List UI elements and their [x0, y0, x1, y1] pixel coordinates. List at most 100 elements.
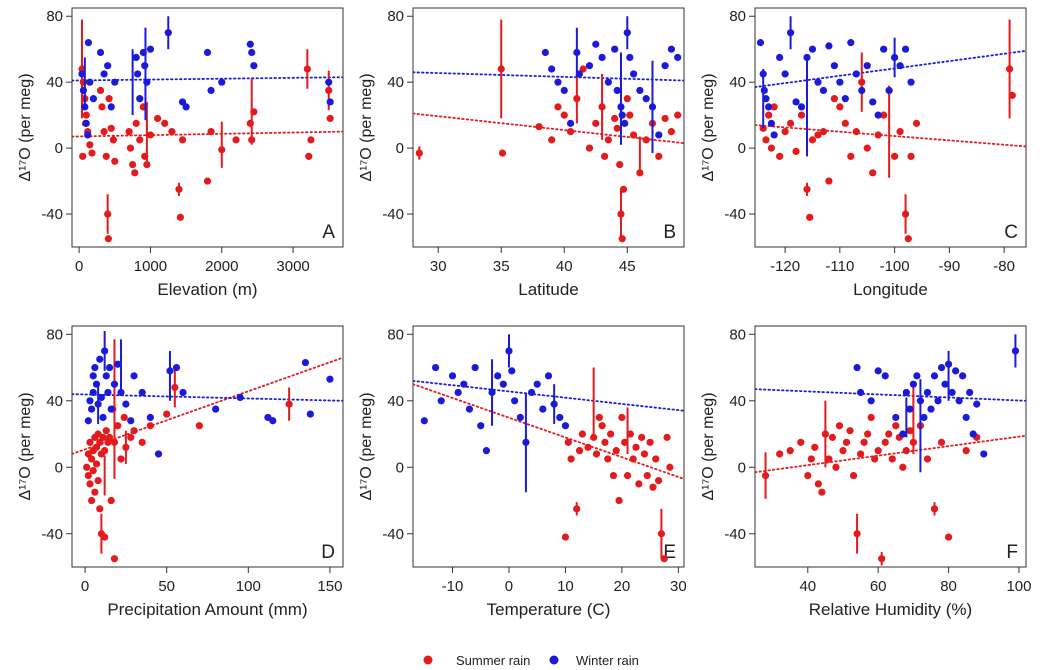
panel-letter: A [322, 222, 335, 243]
data-point-summer [792, 147, 800, 155]
data-point-winter [770, 131, 778, 139]
data-point-winter [117, 388, 125, 397]
data-point-winter [841, 95, 849, 103]
data-point-winter [460, 380, 468, 388]
data-point-summer [592, 450, 601, 458]
data-point-winter [448, 372, 457, 380]
data-point-winter [853, 363, 861, 372]
data-point-summer [821, 430, 829, 438]
data-point-winter [437, 397, 445, 405]
x-tick-label: 80 [940, 578, 957, 595]
data-point-summer [846, 427, 854, 435]
trendline-winter [413, 71, 684, 82]
data-point-winter [544, 372, 553, 380]
data-point-winter [141, 62, 149, 70]
data-point-summer [94, 476, 102, 485]
data-point-winter [146, 413, 154, 422]
data-point-summer [663, 433, 671, 441]
data-point-winter [154, 450, 163, 458]
data-point-winter [901, 45, 910, 53]
data-point-summer [82, 111, 90, 119]
data-point-winter [301, 358, 310, 367]
data-point-summer [146, 422, 154, 430]
data-point-summer [607, 430, 615, 438]
data-point-winter [874, 111, 882, 119]
data-point-summer [99, 433, 107, 441]
data-point-summer [98, 103, 106, 111]
x-tick-label: 20 [614, 578, 631, 595]
data-point-winter [781, 70, 789, 78]
data-point-summer [305, 152, 313, 160]
data-point-summer [129, 160, 137, 169]
data-point-winter [84, 131, 92, 139]
data-point-summer [616, 160, 624, 169]
data-point-winter [465, 405, 474, 413]
data-point-summer [130, 427, 138, 435]
data-point-winter [100, 70, 108, 78]
data-point-summer [146, 131, 155, 139]
data-point-winter [874, 367, 882, 375]
x-tick-label: 50 [158, 578, 175, 595]
data-point-summer [246, 119, 254, 127]
data-point-summer [595, 413, 603, 422]
data-point-winter [539, 405, 547, 413]
data-point-winter [762, 95, 770, 103]
data-point-winter [642, 95, 650, 103]
data-point-winter [598, 53, 606, 62]
data-point-summer [131, 169, 139, 177]
trendline-summer [72, 130, 343, 138]
data-point-summer [912, 119, 921, 127]
data-point-winter [172, 363, 181, 372]
data-point-summer [601, 438, 609, 446]
data-point-summer [561, 533, 570, 541]
x-tick-label: 30 [430, 258, 447, 275]
data-point-summer [79, 78, 88, 86]
data-point-winter [477, 422, 485, 430]
data-point-summer [871, 455, 879, 463]
data-point-summer [105, 95, 113, 103]
data-point-winter [803, 53, 811, 62]
data-point-summer [105, 433, 114, 441]
data-point-winter [592, 40, 600, 48]
data-point-winter [178, 98, 187, 106]
panel-b: 30 35 40 45 -40 0 40 80 Latitude Δ¹⁷O (per meg) B [358, 7, 685, 299]
data-point-summer [930, 505, 939, 513]
trendline-summer [755, 434, 1026, 474]
trendline-summer [72, 356, 343, 455]
data-point-summer [618, 235, 626, 243]
y-axis-label: Δ¹⁷O (per meg) [358, 392, 375, 500]
data-point-summer [122, 443, 130, 451]
data-point-winter [250, 62, 258, 70]
data-point-summer [643, 471, 651, 480]
data-point-winter [182, 103, 190, 111]
data-point-summer [881, 438, 889, 446]
data-point-winter [104, 62, 112, 70]
data-point-summer [102, 152, 110, 160]
data-point-summer [104, 235, 112, 243]
data-point-summer [175, 185, 183, 193]
data-point-summer [818, 488, 826, 496]
data-point-summer [584, 443, 592, 451]
plot-area [755, 16, 1026, 243]
data-point-summer [825, 455, 833, 463]
data-point-summer [638, 433, 646, 441]
x-tick-label: 45 [619, 258, 636, 275]
data-point-summer [109, 136, 117, 144]
data-point-winter [96, 48, 105, 57]
data-point-summer [325, 86, 333, 95]
data-point-summer [623, 95, 631, 103]
data-point-winter [814, 78, 822, 86]
data-point-winter [541, 48, 549, 57]
data-point-winter [92, 380, 101, 388]
data-point-summer [117, 455, 125, 463]
data-point-summer [86, 141, 94, 149]
data-point-winter [246, 40, 254, 48]
data-point-summer [125, 128, 133, 136]
data-point-summer [804, 471, 812, 480]
data-point-winter [533, 380, 541, 388]
data-point-summer [107, 124, 115, 132]
plot-area [755, 334, 1026, 566]
data-point-winter [655, 131, 663, 139]
data-point-summer [609, 471, 618, 480]
legend-summer-label: Summer rain [456, 653, 530, 668]
